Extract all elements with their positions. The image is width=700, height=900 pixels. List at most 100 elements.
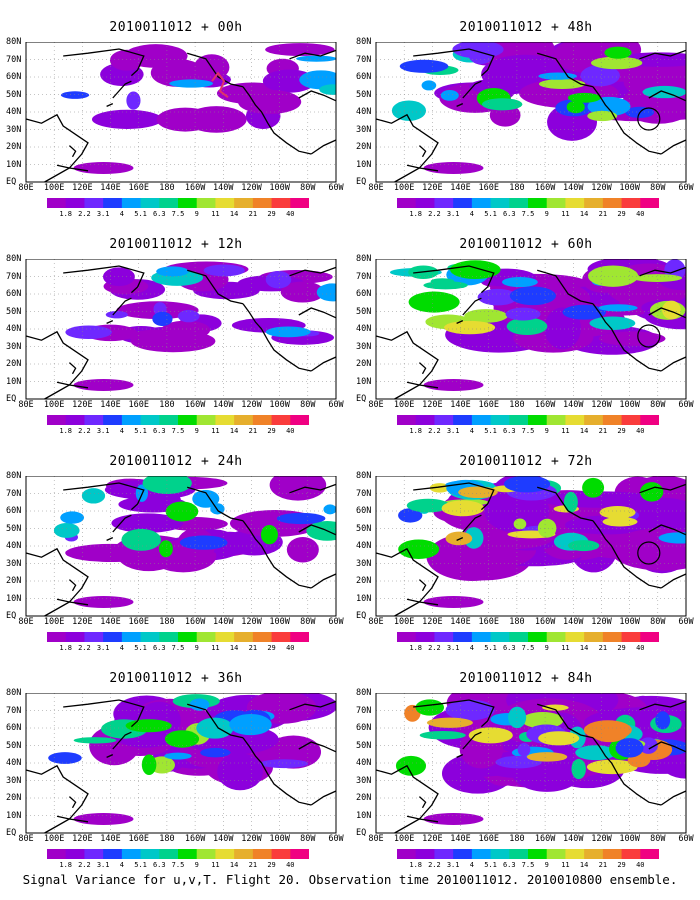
colorbar-label: 21 <box>248 210 258 218</box>
latitude-label: 20N <box>356 793 372 803</box>
coastline <box>25 113 89 183</box>
colorbar-swatch <box>84 415 104 425</box>
coastline <box>298 90 337 102</box>
coastline <box>56 598 89 606</box>
colorbar-label: 11 <box>561 861 570 869</box>
longitude-label: 180 <box>159 183 175 193</box>
latitude-label: EQ <box>356 828 367 838</box>
colorbar-label: 3.1 <box>96 644 110 652</box>
colorbar-label: 6.3 <box>152 644 166 652</box>
colorbar-swatch <box>453 198 473 208</box>
coastline <box>462 731 482 750</box>
colorbar-label: 2.2 <box>428 427 441 435</box>
colorbar-label: 14 <box>579 427 589 435</box>
colorbar-label: 21 <box>598 427 608 435</box>
colorbar-swatch <box>546 632 566 642</box>
colorbar-swatch <box>509 198 529 208</box>
colorbar-label: 6.3 <box>502 210 516 218</box>
longitude-label: 120E <box>422 400 443 410</box>
latitude-label: 30N <box>6 558 22 569</box>
longitude-label: 140W <box>563 400 584 410</box>
map-frame <box>375 42 687 183</box>
colorbar-label: 9 <box>194 861 199 869</box>
colorbar-label: 3.1 <box>96 210 110 218</box>
latitude-label: 70N <box>356 705 372 716</box>
colorbar-label: 6.3 <box>502 644 516 652</box>
colorbar-label: 29 <box>267 861 276 869</box>
longitude-label: 120E <box>72 183 93 193</box>
variance-contour <box>217 753 263 791</box>
colorbar-label: 9 <box>544 427 549 435</box>
coastline <box>660 356 687 372</box>
longitude-label: 80W <box>300 617 316 627</box>
variance-contour <box>164 730 200 748</box>
variance-contour <box>566 100 585 114</box>
colorbar-label: 2.2 <box>428 210 441 218</box>
colorbar-label: 14 <box>229 644 239 652</box>
variance-contour <box>602 517 638 527</box>
longitude-label: 160E <box>478 834 499 844</box>
latitude-label: 10N <box>6 810 22 821</box>
colorbar-label: 14 <box>229 427 239 435</box>
colorbar-swatch <box>509 415 529 425</box>
latitude-label: 60N <box>6 506 22 516</box>
colorbar <box>397 415 659 425</box>
colorbar-swatch <box>196 415 216 425</box>
longitude-label: 60W <box>328 617 344 627</box>
longitude-label: 80E <box>18 617 34 627</box>
variance-contour <box>450 260 501 280</box>
coastline <box>310 790 337 806</box>
latitude-label: EQ <box>356 394 367 404</box>
longitude-label: 80W <box>300 834 316 844</box>
colorbar-label: 7.5 <box>171 427 185 435</box>
colorbar-swatch <box>271 415 291 425</box>
coastline <box>406 381 439 389</box>
variance-map <box>375 42 687 183</box>
variance-contour <box>445 699 495 721</box>
coastline <box>418 362 427 375</box>
longitude-label: 120W <box>241 617 262 627</box>
latitude-label: EQ <box>6 828 17 838</box>
coastline <box>187 703 244 739</box>
latitude-label: 60N <box>356 506 372 516</box>
colorbar-swatch <box>528 198 548 208</box>
variance-contour <box>505 307 541 321</box>
colorbar-swatch <box>84 198 104 208</box>
coastline <box>63 699 145 728</box>
coastline <box>112 80 132 99</box>
coastline <box>660 139 687 155</box>
latitude-label: 80N <box>6 688 22 698</box>
colorbar-swatch <box>397 415 417 425</box>
latitude-label: 70N <box>6 488 22 499</box>
latitude-label: 50N <box>356 89 372 100</box>
colorbar-swatch <box>234 198 254 208</box>
colorbar-swatch <box>471 415 492 425</box>
colorbar-label: 6.3 <box>152 427 166 435</box>
longitude-label: 120W <box>591 834 612 844</box>
coastline <box>406 164 439 172</box>
longitude-label: 180 <box>509 834 525 844</box>
longitude-label: 60W <box>328 400 344 410</box>
variance-contour <box>441 500 485 517</box>
colorbar-swatch <box>47 849 67 859</box>
latitude-label: 70N <box>6 271 22 282</box>
longitude-label: 100W <box>619 400 640 410</box>
colorbar-swatch <box>602 198 623 208</box>
colorbar-swatch <box>471 849 492 859</box>
coastline <box>418 145 427 158</box>
colorbar-label: 40 <box>286 210 295 218</box>
colorbar-swatch <box>140 415 160 425</box>
latitude-label: 60N <box>6 72 22 82</box>
longitude-label: 120E <box>72 400 93 410</box>
map-panel: 2010011012 + 84h 80N 70N 60N 50N 40N 30N 20N 10N… <box>356 665 696 883</box>
map-frame <box>375 259 687 400</box>
colorbar-swatch <box>453 849 473 859</box>
variance-contour <box>60 91 90 99</box>
variance-contour <box>443 320 496 335</box>
longitude-label: 60W <box>678 183 694 193</box>
colorbar-swatch <box>140 849 160 859</box>
longitude-label: 60W <box>678 617 694 627</box>
longitude-label: 140E <box>100 617 121 627</box>
colorbar-swatch <box>178 198 198 208</box>
variance-contour <box>537 518 557 538</box>
